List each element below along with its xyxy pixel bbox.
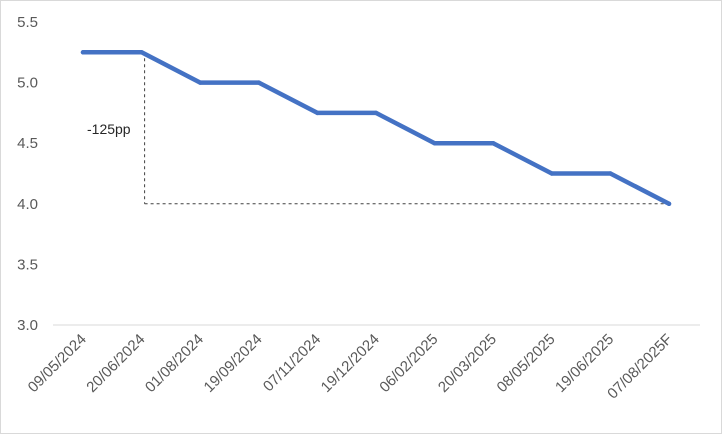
y-tick-label: 5.5	[17, 14, 38, 31]
data-point	[549, 171, 554, 176]
data-point	[491, 141, 496, 146]
data-point	[608, 171, 613, 176]
x-tick-label: 07/11/2024	[260, 331, 324, 395]
data-point	[198, 80, 203, 85]
x-tick-label: 06/02/2025	[376, 331, 441, 396]
x-tick-label: 08/05/2025	[494, 331, 559, 396]
data-point	[666, 201, 672, 206]
data-point	[373, 110, 379, 116]
x-tick-label: 01/08/2024	[142, 331, 207, 396]
data-point	[139, 50, 144, 55]
y-tick-label: 3.0	[17, 317, 38, 334]
series-points	[80, 50, 672, 206]
x-tick-label: 09/05/2024	[25, 331, 90, 396]
y-tick-label: 4.0	[17, 196, 38, 213]
y-tick-label: 3.5	[17, 256, 38, 273]
y-axis-ticks: 3.0 3.5 4.0 4.5 5.0 5.5	[17, 14, 38, 334]
x-tick-label: 19/09/2024	[201, 331, 266, 396]
data-point	[315, 110, 320, 116]
annotation: -125pp	[87, 52, 669, 205]
y-tick-label: 5.0	[17, 75, 38, 92]
annotation-label: -125pp	[87, 121, 131, 137]
x-tick-label: 19/12/2024	[318, 331, 383, 396]
x-axis-ticks: 09/05/202420/06/202401/08/202419/09/2024…	[25, 331, 676, 403]
y-tick-label: 4.5	[17, 135, 38, 152]
data-point	[432, 141, 437, 146]
series-line	[80, 50, 672, 207]
x-tick-label: 20/06/2024	[83, 331, 148, 396]
data-point	[256, 80, 261, 85]
data-point	[80, 50, 86, 55]
x-tick-label: 20/03/2025	[435, 331, 500, 396]
